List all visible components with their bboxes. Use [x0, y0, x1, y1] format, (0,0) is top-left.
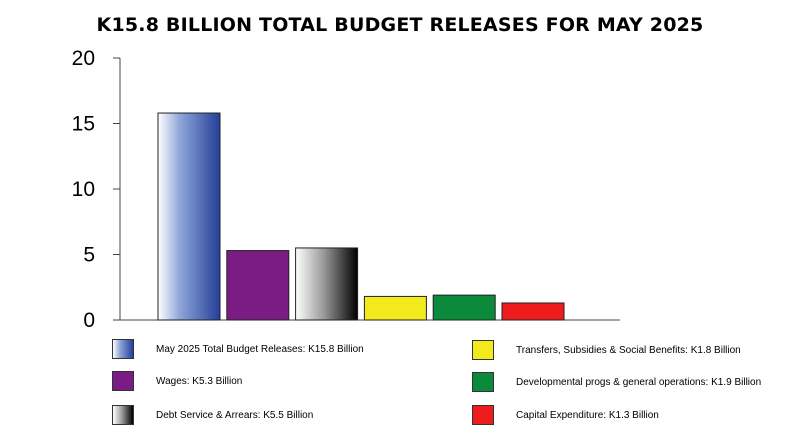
y-tick-label: 5: [83, 244, 95, 267]
bar-developmental: [432, 294, 496, 321]
y-tick-label: 20: [72, 47, 95, 70]
bar-wages: [226, 250, 290, 321]
y-tick-label: 0: [83, 309, 95, 332]
y-tick-label: 10: [72, 178, 95, 201]
chart-title: K15.8 BILLION TOTAL BUDGET RELEASES FOR …: [96, 14, 704, 36]
y-tick-label: 15: [72, 113, 95, 136]
bar-capital: [501, 302, 565, 321]
bar-debt-service: [295, 247, 359, 321]
bar-total: [157, 112, 221, 321]
bar-transfers: [363, 295, 427, 321]
